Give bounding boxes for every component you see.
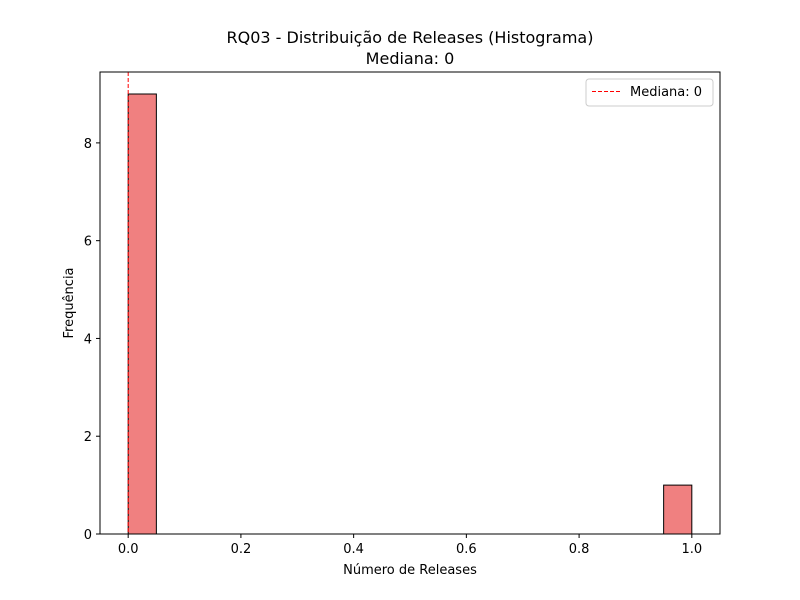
y-axis-label: Frequência bbox=[62, 267, 77, 338]
legend: Mediana: 0 bbox=[585, 78, 714, 107]
plot-area bbox=[127, 72, 693, 535]
chart-title: RQ03 - Distribuição de Releases (Histogr… bbox=[227, 28, 594, 47]
x-axis-label: Número de Releases bbox=[343, 563, 477, 578]
x-tick-label: 0.6 bbox=[456, 542, 477, 557]
y-tick-label: 0 bbox=[84, 528, 92, 543]
histogram-bar-1 bbox=[663, 484, 693, 535]
x-axis: 0.0 0.2 0.4 0.6 0.8 1.0 bbox=[118, 534, 702, 557]
x-tick-label: 0.2 bbox=[231, 542, 252, 557]
y-tick-label: 8 bbox=[84, 137, 92, 152]
legend-median-label: Mediana: 0 bbox=[630, 85, 702, 100]
y-tick-label: 6 bbox=[84, 235, 92, 250]
chart-subtitle: Mediana: 0 bbox=[366, 49, 455, 68]
x-tick-label: 0.4 bbox=[343, 542, 364, 557]
plot-frame bbox=[99, 71, 721, 535]
histogram-bar-0 bbox=[127, 93, 157, 535]
y-axis: 0 2 4 6 8 bbox=[84, 137, 100, 543]
x-tick-label: 0.8 bbox=[569, 542, 590, 557]
x-tick-label: 0.0 bbox=[118, 542, 139, 557]
legend-box bbox=[585, 78, 714, 107]
x-tick-label: 1.0 bbox=[681, 542, 702, 557]
y-tick-label: 2 bbox=[84, 430, 92, 445]
y-tick-label: 4 bbox=[84, 332, 92, 347]
